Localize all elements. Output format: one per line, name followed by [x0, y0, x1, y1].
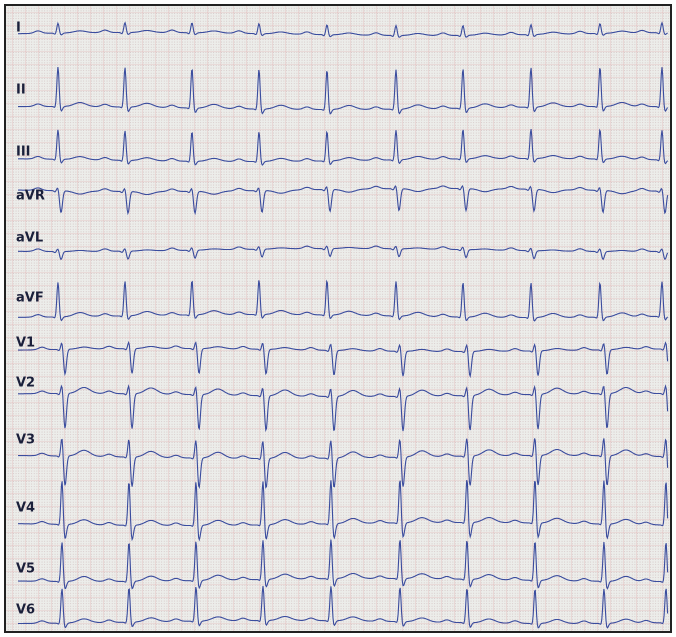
lead-label: V2 [16, 376, 35, 391]
lead-label: III [16, 145, 31, 160]
lead-label: aVF [16, 291, 44, 306]
lead-label: V4 [16, 501, 35, 516]
lead-label: aVR [16, 189, 45, 204]
lead-label: II [16, 83, 26, 98]
major-grid [6, 6, 670, 631]
ecg-screen: IIIIIIaVRaVLaVFV1V2V3V4V5V6 [0, 0, 676, 637]
lead-label: V1 [16, 336, 35, 351]
lead-label: V3 [16, 433, 35, 448]
lead-label: I [16, 21, 21, 36]
lead-label: aVL [16, 231, 43, 246]
lead-label: V5 [16, 562, 35, 577]
lead-label: V6 [16, 603, 35, 618]
